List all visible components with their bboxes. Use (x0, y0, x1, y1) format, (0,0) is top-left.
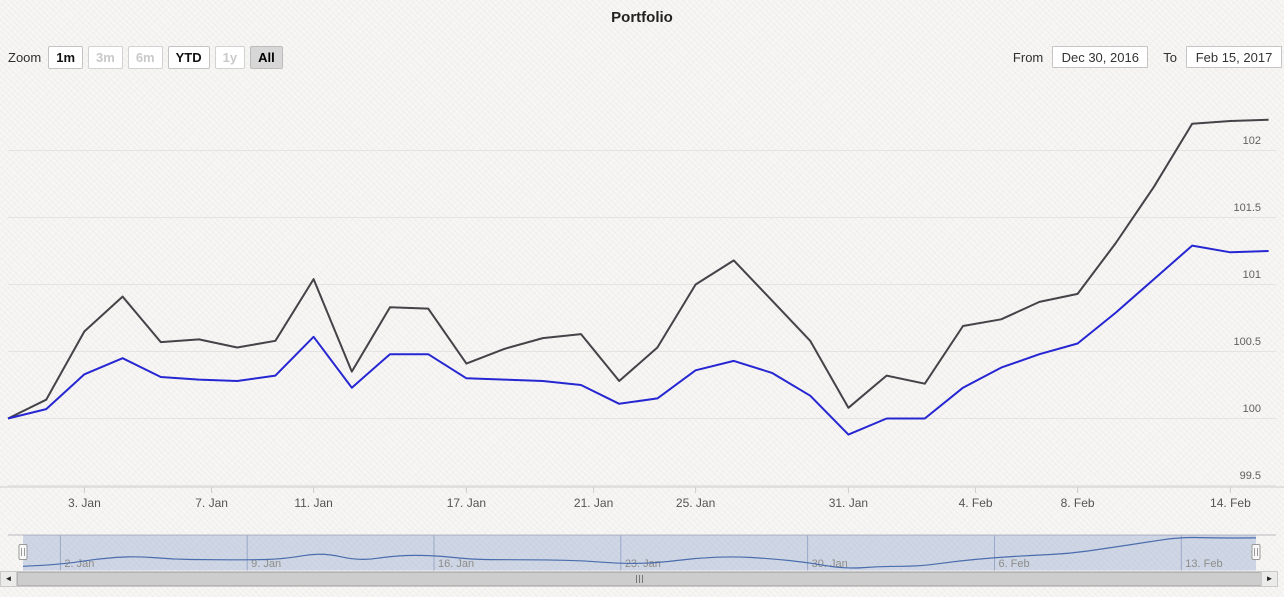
range-button-1y: 1y (214, 45, 246, 69)
range-button-ytd[interactable]: YTD (167, 45, 210, 69)
y-axis-label: 100.5 (1233, 336, 1261, 348)
scrollbar-right-arrow-icon[interactable]: ► (1261, 572, 1277, 586)
series-line-blue (7, 244, 1269, 436)
navigator-label: 13. Feb (1185, 558, 1222, 570)
navigator-handle-left[interactable] (18, 544, 28, 560)
y-axis-label: 102 (1243, 135, 1261, 147)
y-axis-label: 99.5 (1240, 470, 1261, 482)
zoom-label: Zoom (8, 49, 42, 65)
to-date-input[interactable] (1186, 46, 1282, 68)
range-selector: Zoom 1m 3m 6m YTD 1y All (8, 45, 288, 69)
navigator-line (22, 536, 1257, 569)
x-axis-label: 21. Jan (574, 496, 613, 510)
scrollbar-left-arrow-icon[interactable]: ◄ (1, 572, 17, 586)
scrollbar-grip-icon (636, 575, 643, 583)
x-axis-label: 11. Jan (294, 496, 332, 510)
x-axis-label: 25. Jan (676, 496, 715, 510)
x-axis-label: 7. Jan (195, 496, 228, 510)
navigator-mask[interactable] (23, 535, 1256, 571)
from-date-input[interactable] (1052, 46, 1149, 68)
y-axis-label: 100 (1243, 403, 1261, 415)
navigator-label: 23. Jan (625, 558, 661, 570)
to-label: To (1163, 49, 1177, 65)
x-axis-label: 4. Feb (959, 496, 993, 510)
navigator-handle-right[interactable] (1251, 544, 1261, 560)
x-axis-label: 8. Feb (1061, 496, 1095, 510)
range-button-3m: 3m (88, 45, 123, 69)
navigator-label: 9. Jan (251, 558, 281, 570)
x-axis-label: 14. Feb (1210, 496, 1251, 510)
navigator-label: 16. Jan (438, 558, 474, 570)
range-button-all[interactable]: All (250, 45, 283, 69)
scrollbar-thumb[interactable] (17, 572, 1262, 586)
date-range-inputs: From To (1013, 45, 1282, 69)
y-axis-label: 101.5 (1233, 202, 1261, 214)
navigator-label: 6. Feb (998, 558, 1029, 570)
y-axis-label: 101 (1243, 269, 1261, 281)
range-button-1m[interactable]: 1m (48, 45, 84, 69)
x-axis-label: 3. Jan (68, 496, 101, 510)
x-axis-label: 17. Jan (447, 496, 486, 510)
x-axis-label: 31. Jan (829, 496, 868, 510)
range-button-6m: 6m (127, 45, 163, 69)
scrollbar[interactable]: ◄ ► (0, 571, 1278, 587)
from-label: From (1012, 49, 1044, 65)
series-line-dark (7, 118, 1269, 420)
page-title: Portfolio (611, 9, 673, 26)
